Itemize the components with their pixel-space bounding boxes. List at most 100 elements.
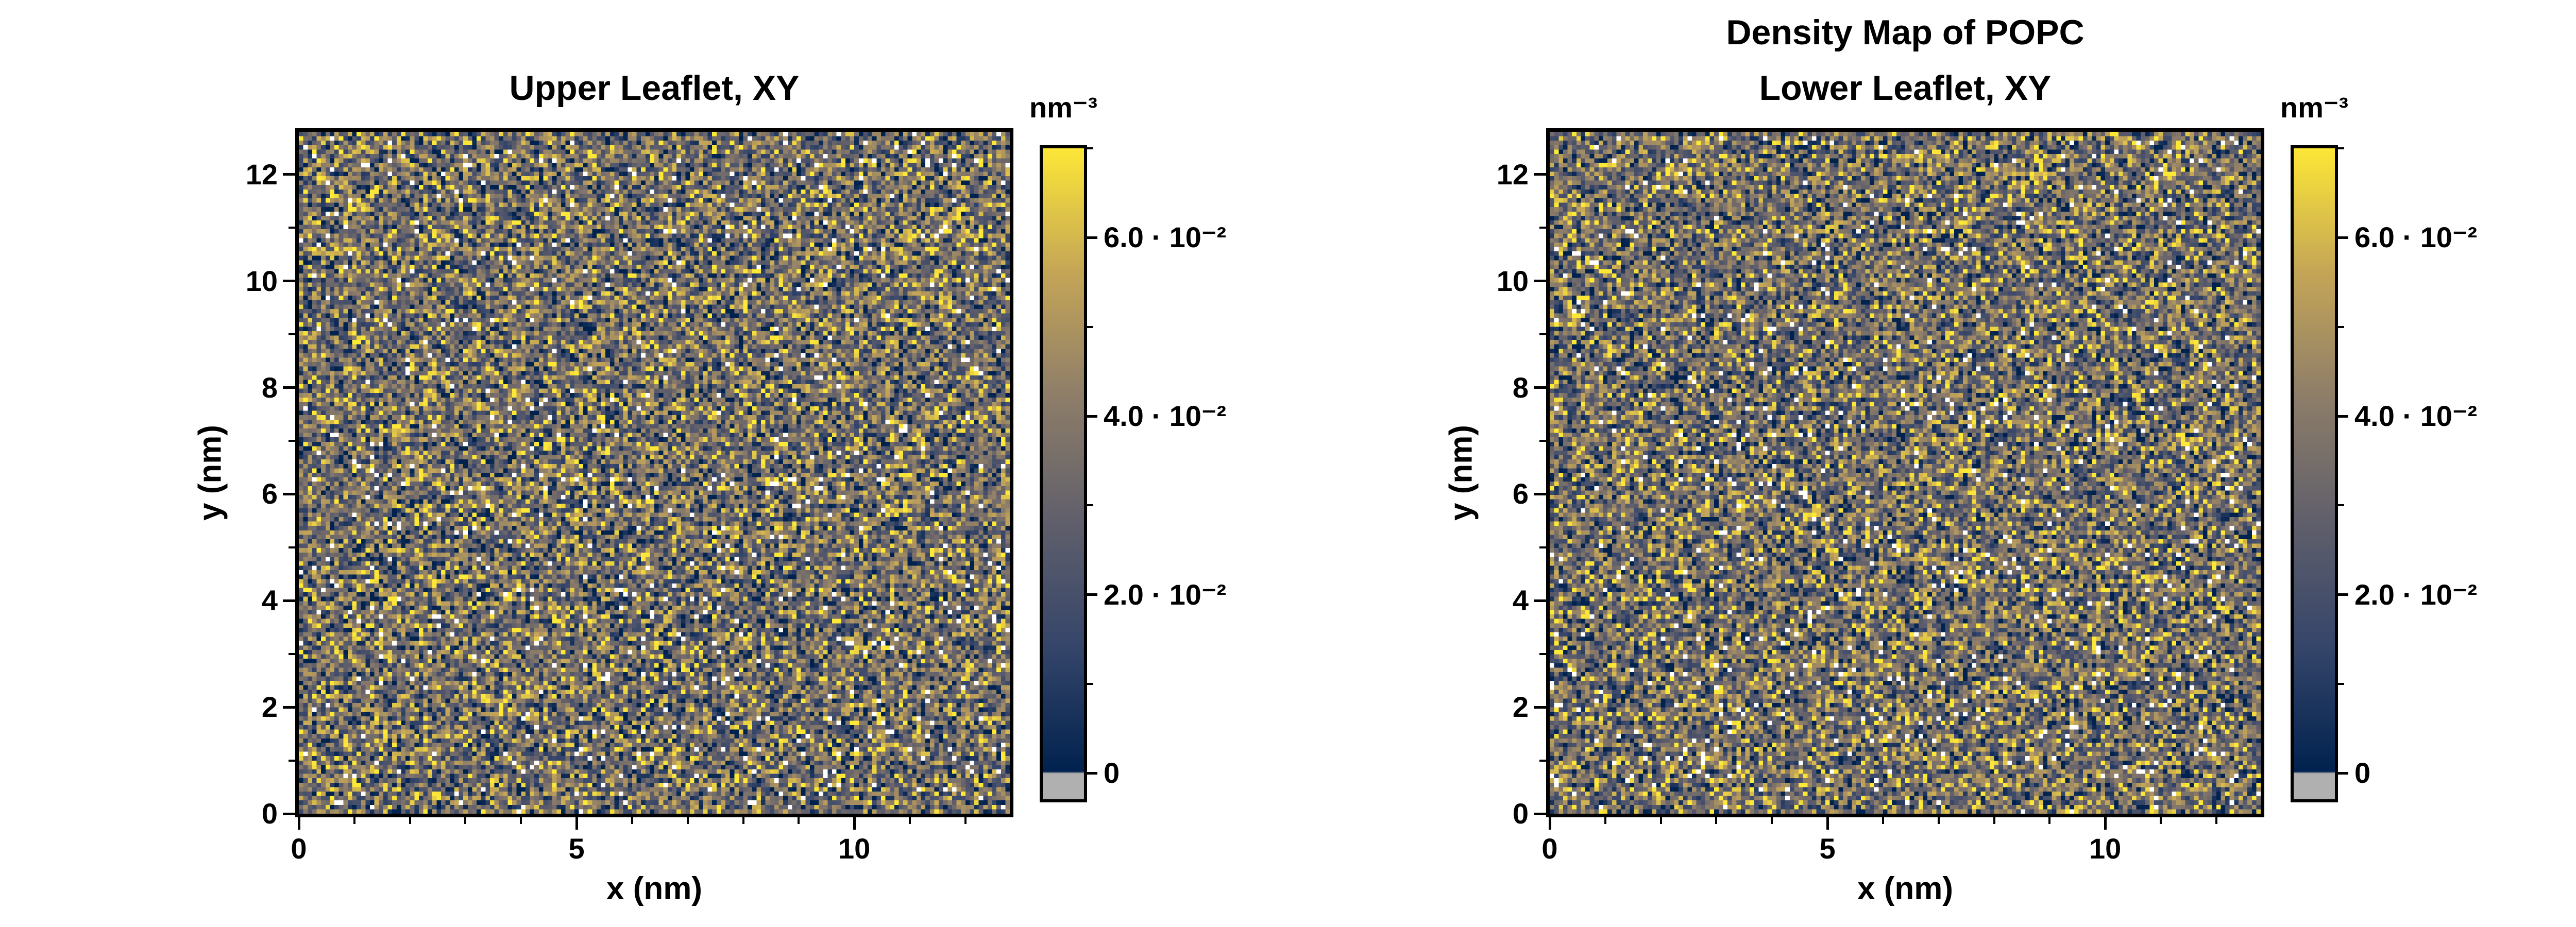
x-tick-label: 5 xyxy=(1819,832,1836,865)
colorbar-unit-label: nm⁻³ xyxy=(1029,91,1098,124)
x-major-tick xyxy=(297,817,300,830)
panel-title: Lower Leaflet, XY xyxy=(1759,68,2052,108)
y-minor-tick xyxy=(1539,439,1546,442)
x-minor-tick xyxy=(686,817,689,824)
colorbar-tick-label: 4.0 · 10⁻² xyxy=(2354,400,2478,433)
x-minor-tick xyxy=(742,817,744,824)
y-tick-label: 10 xyxy=(1496,264,1529,297)
y-tick-label: 0 xyxy=(261,797,278,830)
x-minor-tick xyxy=(1659,817,1662,824)
y-major-tick xyxy=(1534,173,1546,176)
colorbar-tick-label: 0 xyxy=(2354,757,2371,789)
x-minor-tick xyxy=(2048,817,2051,824)
plot-frame xyxy=(1546,128,2264,817)
x-minor-tick xyxy=(2159,817,2162,824)
colorbar-gradient xyxy=(2294,148,2335,799)
colorbar-gradient xyxy=(1043,148,1084,799)
y-major-tick xyxy=(1534,812,1546,815)
colorbar-unit-label: nm⁻³ xyxy=(2280,91,2349,124)
colorbar-major-tick xyxy=(1087,593,1097,596)
y-major-tick xyxy=(1534,492,1546,495)
colorbar-major-tick xyxy=(1087,415,1097,418)
colorbar-tick-label: 6.0 · 10⁻² xyxy=(1104,221,1227,254)
x-minor-tick xyxy=(1771,817,1773,824)
y-tick-label: 8 xyxy=(261,371,278,404)
y-tick-label: 0 xyxy=(1512,797,1529,830)
x-minor-tick xyxy=(631,817,633,824)
y-major-tick xyxy=(283,173,295,176)
colorbar-major-tick xyxy=(2338,593,2348,596)
y-major-tick xyxy=(283,492,295,495)
colorbar-tick-label: 2.0 · 10⁻² xyxy=(1104,578,1227,611)
y-tick-label: 4 xyxy=(1512,584,1529,617)
y-major-tick xyxy=(283,599,295,602)
y-tick-label: 10 xyxy=(245,264,278,297)
colorbar-tick-label: 6.0 · 10⁻² xyxy=(2354,221,2478,254)
y-minor-tick xyxy=(289,546,295,548)
colorbar-minor-tick xyxy=(1087,325,1093,328)
heatmap-lower-leaflet xyxy=(1550,132,2261,814)
x-minor-tick xyxy=(964,817,967,824)
x-tick-label: 10 xyxy=(2089,832,2122,865)
panel-title: Upper Leaflet, XY xyxy=(509,68,800,108)
y-minor-tick xyxy=(1539,333,1546,336)
y-minor-tick xyxy=(289,653,295,655)
y-tick-label: 8 xyxy=(1512,371,1529,404)
colorbar-minor-tick xyxy=(2338,504,2344,507)
x-minor-tick xyxy=(1993,817,1995,824)
x-minor-tick xyxy=(908,817,911,824)
colorbar-frame xyxy=(2291,145,2338,802)
x-minor-tick xyxy=(2215,817,2217,824)
colorbar-major-tick xyxy=(2338,771,2348,775)
x-minor-tick xyxy=(520,817,522,824)
x-minor-tick xyxy=(409,817,411,824)
x-minor-tick xyxy=(1937,817,1940,824)
y-minor-tick xyxy=(289,759,295,762)
y-tick-label: 2 xyxy=(261,691,278,724)
colorbar-minor-tick xyxy=(1087,504,1093,507)
figure-suptitle: Density Map of POPC xyxy=(1726,13,2084,52)
y-major-tick xyxy=(1534,280,1546,283)
x-minor-tick xyxy=(1604,817,1606,824)
colorbar-tick-label: 2.0 · 10⁻² xyxy=(2354,578,2478,611)
colorbar-major-tick xyxy=(1087,236,1097,239)
y-minor-tick xyxy=(289,333,295,336)
x-axis-label: x (nm) xyxy=(1857,871,1953,906)
y-minor-tick xyxy=(1539,546,1546,548)
y-tick-label: 12 xyxy=(245,158,278,191)
x-minor-tick xyxy=(1715,817,1718,824)
y-tick-label: 2 xyxy=(1512,691,1529,724)
y-tick-label: 6 xyxy=(1512,477,1529,510)
x-minor-tick xyxy=(1882,817,1884,824)
colorbar-minor-tick xyxy=(1087,683,1093,685)
y-major-tick xyxy=(283,280,295,283)
y-major-tick xyxy=(1534,599,1546,602)
y-major-tick xyxy=(283,386,295,389)
x-axis-label: x (nm) xyxy=(606,871,702,906)
colorbar-major-tick xyxy=(1087,771,1097,775)
y-minor-tick xyxy=(289,227,295,229)
colorbar-minor-tick xyxy=(1087,147,1093,149)
y-minor-tick xyxy=(1539,759,1546,762)
x-tick-label: 10 xyxy=(838,832,871,865)
x-major-tick xyxy=(1826,817,1829,830)
x-major-tick xyxy=(853,817,856,830)
x-minor-tick xyxy=(798,817,800,824)
x-tick-label: 0 xyxy=(1541,832,1558,865)
y-minor-tick xyxy=(289,439,295,442)
y-major-tick xyxy=(283,812,295,815)
x-major-tick xyxy=(2104,817,2107,830)
y-tick-label: 12 xyxy=(1496,158,1529,191)
colorbar-minor-tick xyxy=(2338,147,2344,149)
colorbar-tick-label: 0 xyxy=(1104,757,1120,789)
y-major-tick xyxy=(283,706,295,709)
colorbar-tick-label: 4.0 · 10⁻² xyxy=(1104,400,1227,433)
colorbar-frame xyxy=(1040,145,1087,802)
x-tick-label: 0 xyxy=(291,832,307,865)
y-minor-tick xyxy=(1539,653,1546,655)
plot-frame xyxy=(295,128,1013,817)
x-minor-tick xyxy=(353,817,355,824)
colorbar-major-tick xyxy=(2338,415,2348,418)
